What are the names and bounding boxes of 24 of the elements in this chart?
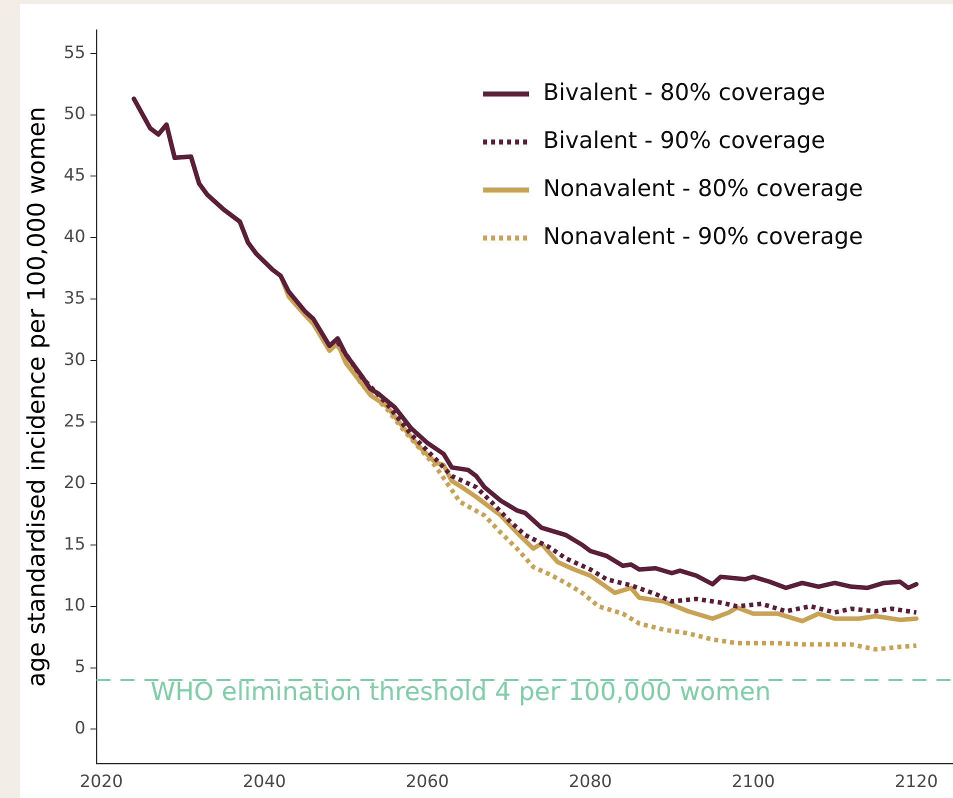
y-tick-label: 15	[64, 534, 86, 554]
x-tick-label: 2100	[732, 772, 775, 792]
x-tick-label: 2080	[568, 772, 612, 792]
y-tick-label: 5	[74, 657, 86, 678]
y-tick-label: 50	[64, 104, 86, 124]
y-tick-label: 25	[64, 411, 86, 432]
x-tick-label: 2060	[406, 772, 449, 792]
y-axis-title: age standardised incidence per 100,000 women	[22, 106, 51, 687]
y-tick-label: 20	[64, 472, 86, 493]
y-tick-label: 0	[74, 718, 86, 739]
legend-label: Nonavalent - 90% coverage	[543, 224, 864, 250]
y-tick-label: 35	[64, 288, 86, 309]
y-tick-label: 45	[64, 166, 86, 186]
legend-label: Bivalent - 80% coverage	[543, 80, 826, 106]
y-tick-label: 10	[64, 596, 86, 616]
legend-label: Nonavalent - 80% coverage	[543, 176, 864, 202]
y-tick-label: 30	[64, 350, 86, 370]
x-tick-label: 2040	[242, 772, 286, 792]
ref-line-label: WHO elimination threshold 4 per 100,000 women	[150, 677, 771, 706]
legend-label: Bivalent - 90% coverage	[543, 128, 826, 154]
x-tick-label: 2120	[894, 772, 938, 792]
x-tick-label: 2020	[80, 772, 123, 792]
y-tick-label: 55	[64, 42, 86, 63]
y-tick-label: 40	[64, 227, 86, 248]
